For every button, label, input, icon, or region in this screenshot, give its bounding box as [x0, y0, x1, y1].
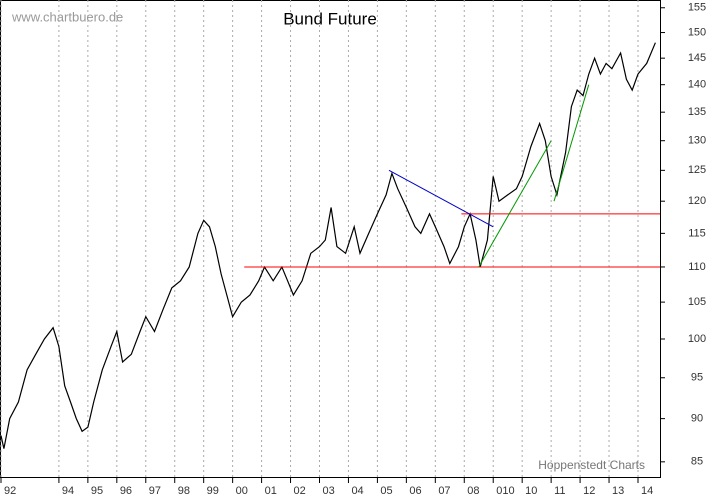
y-tick-label: 150 — [688, 26, 706, 38]
x-tick-label: 04 — [351, 485, 363, 497]
y-tick-label: 140 — [688, 79, 706, 91]
x-tick-label: 92 — [4, 485, 16, 497]
y-tick-label: 105 — [688, 296, 706, 308]
x-tick-label: 94 — [62, 485, 74, 497]
y-tick-label: 130 — [688, 135, 706, 147]
y-tick-label: 125 — [688, 164, 706, 176]
chart-title: Bund Future — [283, 9, 377, 28]
x-tick-label: 14 — [641, 485, 653, 497]
trend-line — [553, 84, 590, 202]
price-line — [0, 42, 656, 449]
watermark: www.chartbuero.de — [11, 9, 123, 24]
x-tick-label: 00 — [236, 485, 248, 497]
y-tick-label: 120 — [688, 195, 706, 207]
y-tick-label: 115 — [688, 227, 706, 239]
x-tick-label: 13 — [612, 485, 624, 497]
y-tick-label: 155 — [688, 2, 706, 14]
x-tick-label: 99 — [207, 485, 219, 497]
y-tick-label: 135 — [688, 106, 706, 118]
x-tick-label: 010 — [496, 485, 514, 497]
x-tick-label: 05 — [380, 485, 392, 497]
x-tick-label: 02 — [294, 485, 306, 497]
x-tick-label: 97 — [149, 485, 161, 497]
trend-line — [478, 140, 552, 268]
x-tick-label: 01 — [265, 485, 277, 497]
source: Hoppenstedt Charts — [538, 458, 645, 472]
x-tick-label: 12 — [583, 485, 595, 497]
y-tick-label: 95 — [691, 372, 703, 384]
y-tick-label: 110 — [688, 261, 706, 273]
x-tick-label: 11 — [554, 485, 565, 497]
y-tick-label: 100 — [688, 333, 706, 345]
x-tick-label: 06 — [409, 485, 421, 497]
x-tick-label: 03 — [322, 485, 334, 497]
x-tick-label: 98 — [178, 485, 190, 497]
y-tick-label: 90 — [691, 413, 703, 425]
x-tick-label: 08 — [467, 485, 479, 497]
plot-frame — [0, 0, 661, 478]
x-tick-label: 07 — [438, 485, 450, 497]
trend-line — [388, 169, 494, 228]
y-tick-label: 85 — [691, 456, 703, 468]
y-tick-label: 145 — [688, 52, 706, 64]
x-tick-label: 95 — [91, 485, 103, 497]
x-tick-label: 96 — [120, 485, 132, 497]
x-tick-label: 10 — [525, 485, 537, 497]
